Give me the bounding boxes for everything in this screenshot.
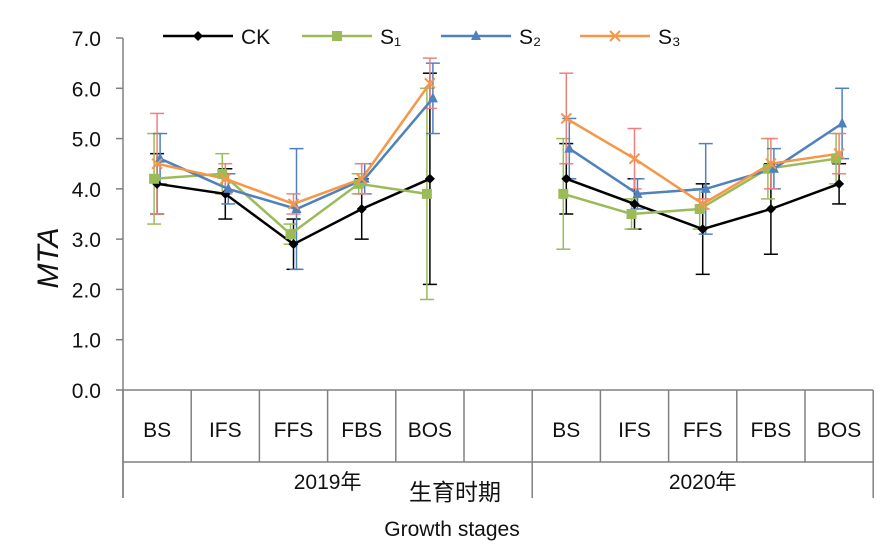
x-marker-stroke: [355, 173, 368, 185]
y-tick-labels: 0.0 1.0 2.0 3.0 4.0 5.0 6.0 7.0: [72, 28, 101, 403]
square-marker: [421, 188, 432, 199]
square-marker: [149, 173, 160, 184]
x-tick-label: FBS: [341, 419, 382, 442]
x-marker: [219, 173, 232, 185]
triangle-marker: [632, 187, 643, 198]
x-tick-label: BS: [552, 419, 580, 442]
x-tick-label: FFS: [683, 419, 723, 442]
legend-label: CK: [241, 26, 270, 49]
y-tick-label: 5.0: [72, 129, 101, 152]
square-marker: [217, 168, 228, 179]
square-marker: [285, 229, 296, 240]
x-tick-label: IFS: [209, 419, 242, 442]
triangle-marker: [837, 117, 848, 128]
legend: CK S₁ S₂ S₃: [163, 26, 681, 49]
square-marker: [558, 188, 569, 199]
diamond-marker: [193, 31, 203, 41]
x-marker-stroke: [609, 30, 621, 42]
y-axis-label: MTA: [32, 227, 65, 288]
diamond-marker: [697, 224, 708, 235]
square-marker: [332, 31, 342, 41]
square-marker: [626, 209, 637, 219]
diamond-marker: [834, 178, 845, 189]
x-tick-label: BOS: [408, 419, 452, 442]
x-tick-label: BOS: [817, 419, 861, 442]
x-marker-stroke: [696, 198, 709, 210]
y-tick-label: 4.0: [72, 179, 101, 202]
x-group-label: 2019年: [294, 471, 362, 494]
x-marker: [628, 152, 641, 165]
y-tick-label: 1.0: [72, 330, 101, 353]
legend-item: S₁: [302, 26, 401, 49]
x-marker: [151, 158, 163, 170]
legend-item: S₂: [441, 26, 541, 49]
diamond-marker: [629, 198, 640, 209]
y-tick-label: 7.0: [72, 28, 101, 51]
square-marker: [831, 153, 842, 164]
legend-label: S₃: [658, 26, 681, 49]
diamond-marker: [288, 239, 299, 250]
x-marker: [355, 173, 368, 185]
x-marker-stroke: [628, 152, 641, 165]
x-marker: [424, 77, 436, 89]
legend-label: S₁: [380, 26, 401, 49]
triangle-marker: [564, 142, 575, 153]
x-axis-label-en: Growth stages: [384, 518, 519, 541]
x-marker-stroke: [833, 147, 845, 160]
x-tick-label: FBS: [750, 419, 791, 442]
square-marker: [762, 163, 773, 174]
legend-label: S₂: [519, 26, 541, 49]
diamond-marker: [765, 203, 776, 214]
x-tick-label: BS: [143, 419, 171, 442]
x-marker: [609, 30, 621, 42]
category-labels: BS IFS FFS FBS BOS BS IFS FFS FBS BOS 2019年 2020年: [143, 419, 861, 494]
triangle-marker: [155, 152, 166, 163]
y-tick-label: 3.0: [72, 229, 101, 252]
series-line: [156, 82, 431, 206]
triangle-marker: [223, 182, 234, 193]
x-group-label: 2020年: [669, 471, 737, 494]
x-marker-stroke: [219, 173, 232, 185]
triangle-marker: [471, 30, 481, 40]
square-marker: [353, 178, 364, 189]
triangle-marker: [700, 182, 711, 193]
series-markers: [149, 77, 848, 250]
axes: [116, 37, 874, 498]
legend-item: S₃: [580, 26, 681, 49]
y-tick-label: 0.0: [72, 380, 101, 403]
x-marker: [833, 147, 845, 160]
x-marker-stroke: [424, 77, 436, 89]
x-tick-label: FFS: [274, 419, 314, 442]
x-marker-stroke: [560, 112, 573, 125]
triangle-marker: [427, 92, 438, 103]
diamond-marker: [424, 173, 435, 184]
x-marker: [287, 198, 300, 210]
y-tick-label: 2.0: [72, 279, 101, 302]
series-lines: [154, 82, 843, 246]
diamond-marker: [356, 203, 367, 214]
x-marker: [765, 158, 777, 170]
x-marker: [560, 112, 573, 125]
x-marker-stroke: [287, 198, 300, 210]
x-marker-stroke: [151, 158, 163, 170]
x-tick-label: IFS: [618, 419, 651, 442]
x-axis-label-cn: 生育时期: [409, 480, 501, 506]
legend-item: CK: [163, 26, 270, 49]
square-marker: [694, 203, 705, 214]
y-tick-label: 6.0: [72, 78, 101, 101]
x-marker: [696, 198, 709, 210]
x-marker-stroke: [765, 158, 777, 170]
diamond-marker: [561, 173, 572, 184]
